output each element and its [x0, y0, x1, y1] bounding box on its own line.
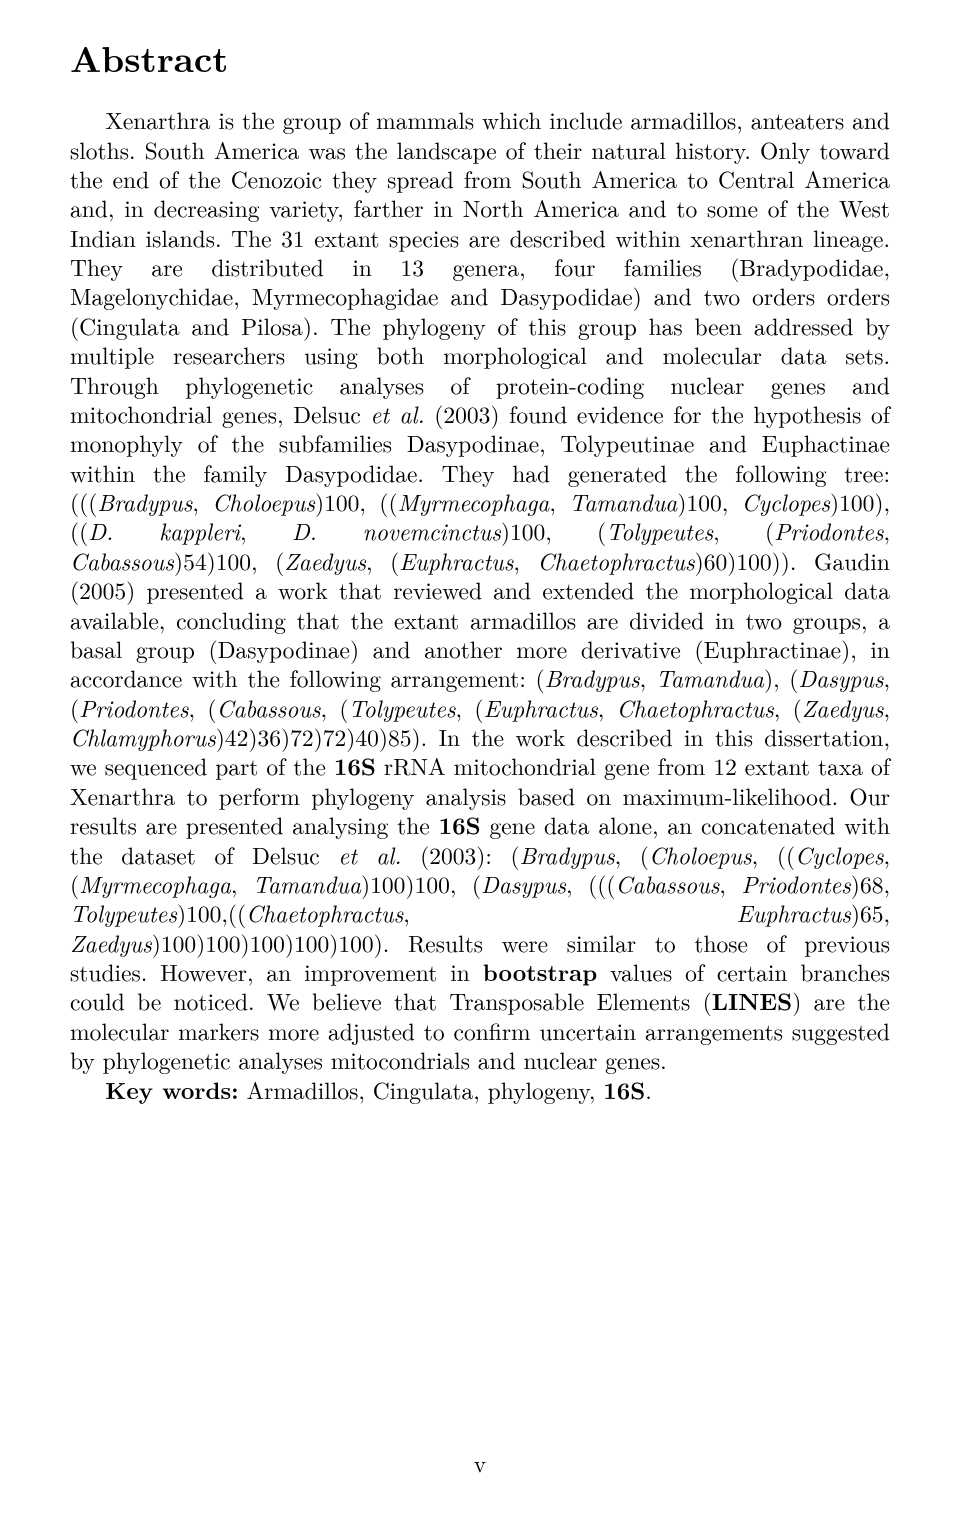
taxon: Chaetophractus: [538, 544, 695, 577]
taxon: Priodontes: [741, 867, 850, 900]
text: Xenarthra is the group of mammals which …: [70, 103, 890, 430]
text: )54)100, (: [174, 544, 284, 577]
text: ), (: [764, 661, 798, 694]
section-title: Abstract: [70, 36, 890, 79]
text: , (: [774, 691, 802, 724]
text: ,: [883, 691, 890, 724]
text: ,: [719, 867, 741, 900]
taxon: Bradypus: [520, 838, 615, 871]
text: , (: [713, 514, 774, 547]
text: , (: [366, 544, 399, 577]
taxon: Tamandua: [253, 867, 361, 900]
taxon: Tamandua: [569, 485, 677, 518]
text: (2003): (: [401, 838, 519, 871]
taxon: Euphractus: [399, 544, 513, 577]
taxon: Bradypus: [545, 661, 640, 694]
taxon: D. novemcinctus: [292, 514, 501, 547]
text: )100, (: [501, 514, 606, 547]
taxon: Tolypeutes: [349, 691, 456, 724]
text: .: [645, 1073, 652, 1106]
taxon: Priodontes: [79, 691, 188, 724]
taxon: Cabassous: [217, 691, 321, 724]
abstract-body: Xenarthra is the group of mammals which …: [70, 105, 890, 1104]
taxon: Chaetophractus: [617, 691, 774, 724]
taxon: Euphractus: [484, 691, 598, 724]
text: , (: [320, 691, 348, 724]
text: )100,((: [177, 896, 246, 929]
taxon: Dasypus: [798, 661, 883, 694]
text: , (((: [566, 867, 615, 900]
keywords-label: Key words:: [105, 1072, 238, 1106]
taxon: D. kappleri: [88, 514, 240, 547]
text: ,: [513, 544, 537, 577]
text: , (: [188, 691, 216, 724]
gene-name: 16S: [334, 748, 376, 782]
taxon: Dasypus: [481, 867, 566, 900]
term-bootstrap: bootstrap: [483, 954, 598, 988]
term-lines: LINES: [712, 983, 792, 1017]
page-number: v: [0, 1446, 960, 1479]
taxon: Cyclopes: [795, 838, 883, 871]
taxon: Tamandua: [656, 661, 764, 694]
etal: et al.: [370, 397, 424, 430]
text: )100)100, (: [361, 867, 481, 900]
abstract-page: Abstract Xenarthra is the group of mamma…: [0, 0, 960, 1527]
gene-name: 16S: [439, 807, 481, 841]
text: , ((: [752, 838, 795, 871]
text: ,: [403, 896, 736, 929]
keywords-text: Armadillos, Cingulata, phylogeny,: [239, 1073, 604, 1106]
taxon: Choloepus: [212, 485, 315, 518]
etal: et al.: [338, 838, 401, 871]
text: ,: [598, 691, 617, 724]
taxon: Cyclopes: [742, 485, 830, 518]
taxon: Priodontes: [774, 514, 883, 547]
text: , (: [456, 691, 484, 724]
taxon: Zaedyus: [802, 691, 884, 724]
taxon: Tolypeutes: [70, 896, 177, 929]
taxon: Chaetophractus: [246, 896, 403, 929]
text: )100,: [677, 485, 741, 518]
taxon: Tolypeutes: [606, 514, 713, 547]
taxon: Zaedyus: [284, 544, 366, 577]
taxon: Myrmecophaga: [398, 485, 550, 518]
text: )100, ((: [315, 485, 398, 518]
text: ,: [640, 661, 656, 694]
taxon: Cabassous: [616, 867, 720, 900]
text: ,: [192, 485, 212, 518]
text: ,: [549, 485, 569, 518]
taxon: Myrmecophaga: [79, 867, 231, 900]
text: )65,: [851, 896, 890, 929]
text: )68,: [851, 867, 890, 900]
taxon: Euphractus: [737, 896, 851, 929]
taxon: Cabassous: [70, 544, 174, 577]
gene-name: 16S: [603, 1072, 645, 1106]
taxon: Zaedyus: [70, 926, 152, 959]
text: ,: [231, 867, 253, 900]
text: ,: [883, 514, 890, 547]
taxon: Choloepus: [649, 838, 752, 871]
taxon: Bradypus: [97, 485, 192, 518]
text: , (: [615, 838, 649, 871]
text: ,: [240, 514, 292, 547]
